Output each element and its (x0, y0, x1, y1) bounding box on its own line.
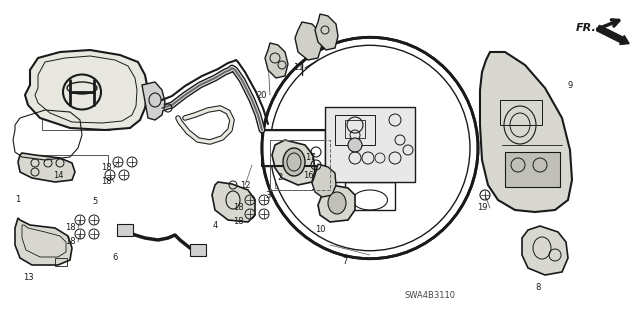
Polygon shape (480, 52, 572, 212)
Text: 18: 18 (65, 238, 76, 247)
Polygon shape (25, 50, 148, 130)
Polygon shape (142, 82, 165, 120)
Ellipse shape (283, 148, 305, 176)
Text: 17: 17 (305, 153, 316, 162)
Text: 18: 18 (100, 177, 111, 187)
Bar (117, 224, 133, 236)
Polygon shape (272, 140, 315, 185)
Bar (55, 258, 67, 266)
Text: 19: 19 (477, 204, 487, 212)
Bar (505, 152, 560, 187)
Text: FR.: FR. (576, 23, 596, 33)
Text: 13: 13 (22, 273, 33, 283)
Polygon shape (265, 43, 288, 78)
Bar (262, 130, 325, 166)
Polygon shape (212, 182, 255, 222)
Text: 9: 9 (568, 80, 573, 90)
Bar (270, 140, 330, 190)
Text: 16: 16 (303, 170, 314, 180)
Text: 11: 11 (292, 63, 303, 72)
Bar (325, 107, 415, 182)
Bar (345, 120, 365, 138)
Ellipse shape (264, 39, 476, 257)
Polygon shape (318, 185, 355, 222)
FancyArrow shape (596, 25, 629, 44)
Text: 8: 8 (535, 284, 541, 293)
Polygon shape (15, 218, 72, 265)
Text: 18: 18 (233, 218, 243, 226)
Bar (270, 140, 330, 190)
Text: 15: 15 (310, 183, 320, 192)
Text: 5: 5 (92, 197, 98, 206)
Text: 1: 1 (15, 196, 20, 204)
Ellipse shape (328, 192, 346, 214)
Text: 20: 20 (305, 48, 316, 56)
Text: 18: 18 (65, 224, 76, 233)
Bar (500, 100, 542, 125)
Polygon shape (18, 153, 75, 182)
Text: 6: 6 (112, 254, 118, 263)
Text: 10: 10 (315, 226, 325, 234)
Text: 3: 3 (266, 190, 271, 199)
Text: 18: 18 (100, 164, 111, 173)
Text: 2: 2 (277, 174, 283, 182)
Polygon shape (295, 22, 322, 60)
Ellipse shape (67, 82, 97, 94)
Text: 7: 7 (342, 257, 348, 266)
Text: 12: 12 (240, 181, 250, 189)
Text: 18: 18 (233, 204, 243, 212)
Text: 20: 20 (257, 91, 268, 100)
Polygon shape (315, 14, 338, 50)
Ellipse shape (348, 138, 362, 152)
Polygon shape (522, 226, 568, 275)
Text: 4: 4 (212, 220, 218, 229)
Text: SWA4B3110: SWA4B3110 (404, 292, 456, 300)
Bar (345, 182, 395, 210)
Bar (190, 244, 206, 256)
Ellipse shape (270, 45, 470, 251)
Polygon shape (312, 164, 336, 197)
Text: 14: 14 (52, 170, 63, 180)
Bar (335, 115, 375, 145)
